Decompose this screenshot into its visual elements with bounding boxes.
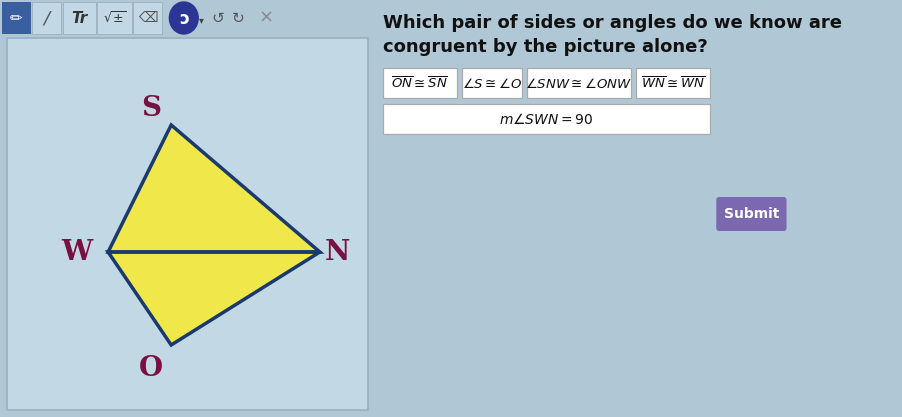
Text: $\overline{WN} \cong \overline{WN}$: $\overline{WN} \cong \overline{WN}$ [641, 76, 705, 91]
Text: Which pair of sides or angles do we know are
congruent by the picture alone?: Which pair of sides or angles do we know… [383, 14, 842, 55]
Text: $\overline{ON} \cong \overline{SN}$: $\overline{ON} \cong \overline{SN}$ [391, 76, 448, 91]
FancyBboxPatch shape [97, 2, 132, 34]
Text: $\angle S \cong \angle O$: $\angle S \cong \angle O$ [462, 76, 522, 90]
FancyBboxPatch shape [32, 2, 61, 34]
FancyBboxPatch shape [636, 68, 710, 98]
Text: Tr: Tr [71, 10, 87, 25]
Text: ↻: ↻ [232, 10, 244, 25]
Circle shape [170, 2, 198, 34]
FancyBboxPatch shape [2, 2, 31, 34]
FancyBboxPatch shape [716, 197, 787, 231]
Text: ↄ: ↄ [179, 10, 189, 28]
FancyBboxPatch shape [383, 104, 710, 134]
FancyBboxPatch shape [383, 68, 456, 98]
Text: W: W [61, 239, 92, 266]
Text: S: S [142, 95, 161, 121]
Text: $m\angle SWN = 90$: $m\angle SWN = 90$ [499, 112, 594, 127]
Text: $\angle SNW \cong \angle ONW$: $\angle SNW \cong \angle ONW$ [525, 76, 632, 90]
Text: O: O [139, 354, 163, 382]
Text: ×: × [258, 9, 273, 27]
Text: /: / [44, 9, 50, 27]
FancyBboxPatch shape [527, 68, 630, 98]
Text: N: N [326, 239, 351, 266]
FancyBboxPatch shape [133, 2, 162, 34]
Polygon shape [108, 125, 320, 252]
Text: Submit: Submit [723, 207, 779, 221]
FancyBboxPatch shape [63, 2, 96, 34]
Text: $\sqrt{\pm}$: $\sqrt{\pm}$ [103, 10, 126, 25]
FancyBboxPatch shape [462, 68, 521, 98]
Polygon shape [108, 252, 320, 345]
Text: ⌫: ⌫ [138, 11, 158, 25]
Text: ▾: ▾ [199, 15, 204, 25]
FancyBboxPatch shape [7, 38, 368, 410]
Text: ✏: ✏ [10, 10, 23, 25]
Text: ↺: ↺ [212, 10, 225, 25]
